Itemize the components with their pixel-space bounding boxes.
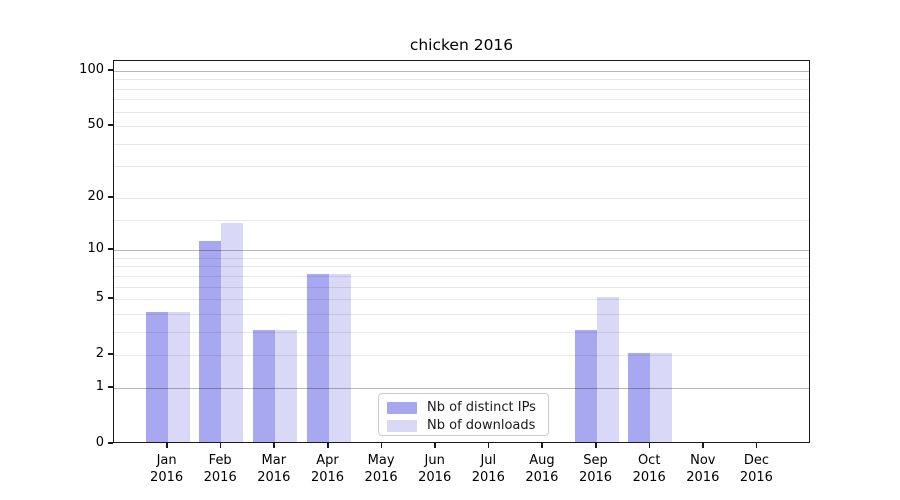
y-tick-label: 1: [95, 378, 104, 394]
x-tick-mark: [327, 443, 329, 448]
y-tick-mark: [108, 442, 113, 444]
x-tick-label: Jul 2016: [457, 452, 519, 486]
legend-label-distinct-ips: Nb of distinct IPs: [427, 400, 536, 415]
x-tick-mark: [434, 443, 436, 448]
x-tick-mark: [648, 443, 651, 448]
legend-swatch-downloads: [387, 419, 417, 432]
y-tick-label: 100: [79, 61, 104, 77]
x-tick-year: 2016: [525, 470, 559, 485]
legend-item-downloads: Nb of downloads: [387, 418, 548, 433]
x-tick-year: 2016: [471, 470, 505, 485]
bar: [274, 329, 297, 442]
x-tick-year: 2016: [739, 470, 773, 485]
y-tick-mark: [108, 353, 113, 355]
grid-line-minor: [114, 266, 809, 268]
x-tick-year: 2016: [364, 470, 398, 485]
grid-line-minor: [114, 143, 809, 145]
legend-item-distinct-ips: Nb of distinct IPs: [387, 400, 548, 415]
grid-line-minor: [114, 79, 809, 81]
grid-line-minor: [114, 275, 809, 277]
x-tick-year: 2016: [310, 470, 345, 485]
y-tick-label: 5: [95, 290, 104, 306]
x-tick-year: 2016: [150, 470, 184, 485]
grid-line-minor: [114, 197, 809, 199]
y-tick-mark: [108, 248, 113, 250]
bar: [596, 297, 619, 442]
grid-line-minor: [114, 286, 809, 288]
x-tick-label: Mar 2016: [243, 452, 305, 486]
y-tick-label: 50: [87, 117, 104, 132]
x-tick-mark: [541, 443, 543, 448]
x-tick-year: 2016: [632, 470, 666, 485]
x-tick-mark: [702, 443, 704, 448]
x-tick-label: Feb 2016: [189, 452, 251, 486]
plot-area: Nb of distinct IPs Nb of downloads: [113, 60, 810, 443]
grid-line-minor: [114, 219, 809, 221]
y-tick-label: 10: [87, 241, 104, 257]
x-tick-mark: [380, 443, 383, 448]
grid-line-major: [114, 70, 809, 72]
grid-line-minor: [114, 299, 809, 301]
bar: [628, 353, 651, 442]
x-tick-mark: [273, 443, 275, 448]
y-tick-label: 20: [87, 188, 104, 204]
x-tick-label: Jan 2016: [136, 452, 198, 486]
y-tick-mark: [108, 69, 113, 71]
bar: [167, 311, 190, 442]
x-tick-mark: [219, 443, 222, 448]
legend-label-downloads: Nb of downloads: [427, 418, 536, 433]
bar: [252, 329, 275, 442]
x-tick-label: Sep 2016: [565, 452, 627, 486]
bar: [650, 353, 673, 442]
x-tick-label: Jun 2016: [404, 452, 466, 486]
x-tick-label: May 2016: [350, 452, 412, 486]
x-tick-year: 2016: [686, 470, 720, 485]
x-tick-year: 2016: [418, 470, 452, 485]
bar: [199, 241, 222, 442]
legend: Nb of distinct IPs Nb of downloads: [378, 393, 549, 436]
bar: [328, 273, 351, 442]
x-tick-mark: [166, 443, 168, 448]
x-tick-label: Apr 2016: [297, 452, 359, 486]
bar: [306, 273, 329, 442]
grid-line-minor: [114, 313, 809, 315]
grid-line-minor: [114, 111, 809, 113]
y-tick-label: 2: [95, 346, 104, 362]
grid-line-minor: [114, 355, 809, 357]
x-tick-mark: [595, 443, 597, 448]
x-tick-label: Oct 2016: [618, 452, 680, 486]
bar: [574, 329, 597, 442]
y-tick-mark: [108, 386, 113, 388]
x-tick-label: Aug 2016: [511, 452, 573, 486]
y-tick-mark: [108, 124, 113, 126]
x-tick-mark: [487, 443, 490, 448]
y-tick-mark: [108, 297, 113, 299]
x-tick-year: 2016: [578, 470, 613, 485]
grid-line-minor: [114, 331, 809, 333]
bar: [221, 223, 244, 442]
grid-line-major: [114, 387, 809, 389]
grid-line-minor: [114, 99, 809, 101]
legend-swatch-distinct-ips: [387, 401, 417, 414]
grid-line-minor: [114, 257, 809, 259]
x-tick-year: 2016: [203, 470, 237, 485]
bar: [145, 311, 168, 442]
grid-line-minor: [114, 166, 809, 168]
x-tick-label: Nov 2016: [672, 452, 734, 486]
x-tick-year: 2016: [257, 470, 291, 485]
x-tick-label: Dec 2016: [725, 452, 787, 486]
grid-line-major: [114, 250, 809, 252]
grid-line-minor: [114, 126, 809, 127]
x-tick-mark: [755, 443, 758, 448]
grid-line-minor: [114, 88, 809, 90]
chart-title: chicken 2016: [409, 36, 514, 54]
y-tick-label: 0: [95, 435, 104, 450]
y-tick-mark: [108, 196, 113, 198]
